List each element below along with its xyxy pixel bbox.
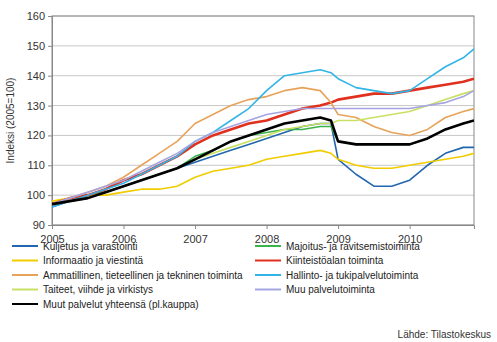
x-tick-mark [52,225,53,229]
legend-label: Majoitus- ja ravitsemistoiminta [286,241,420,252]
legend-label: Hallinto- ja tukipalvelutoiminta [286,270,419,281]
legend-swatch [255,245,281,247]
legend-item: Majoitus- ja ravitsemistoiminta [255,241,420,252]
y-tick-mark [48,46,52,47]
legend-swatch [12,303,38,305]
y-tick: 130 [27,100,52,112]
plot-frame [52,16,474,225]
y-tick: 100 [27,189,52,201]
legend-label: Informaatio ja viestintä [43,255,143,266]
x-tick-label: 2007 [183,233,207,245]
legend-item: Kuljetus ja varastointi [12,241,138,252]
legend-swatch [255,260,281,262]
y-tick-mark [48,135,52,136]
y-axis: 90 100 110 120 130 140 150 160 [27,10,53,231]
legend: Kuljetus ja varastointi Majoitus- ja ravi… [12,241,420,310]
series-line [52,150,474,201]
legend-label: Muut palvelut yhteensä (pl.kauppa) [43,299,199,310]
y-tick-label: 130 [27,100,45,112]
y-tick: 90 [33,219,52,231]
x-tick-mark [124,225,125,229]
legend-swatch [255,289,281,291]
y-axis-line [48,17,53,226]
legend-swatch [12,289,38,291]
y-tick-label: 110 [27,159,45,171]
grid-line [52,105,474,106]
legend-swatch [12,245,38,247]
y-tick-label: 160 [27,10,45,22]
x-tick-mark [410,225,411,229]
y-tick-label: 90 [33,219,45,231]
legend-item: Informaatio ja viestintä [12,255,143,266]
series-line [52,118,474,205]
legend-swatch [255,274,281,276]
y-tick-label: 100 [27,189,45,201]
legend-item: Taiteet, viihde ja virkistys [12,284,153,295]
legend-label: Taiteet, viihde ja virkistys [43,284,153,295]
y-axis-title: Indeksi (2005=100) [5,78,16,164]
legend-swatch [12,260,38,262]
grid [52,16,474,225]
y-tick-mark [48,106,52,107]
source-note: Lähde: Tilastokeskus [398,329,491,340]
legend-item: Ammatillinen, tieteellinen ja tekninen t… [12,270,243,281]
plot-area [52,49,474,207]
series-line [52,91,474,204]
y-tick-label: 120 [27,129,45,141]
y-tick-mark [48,165,52,166]
series-line [52,121,474,205]
y-tick-mark [48,16,52,17]
y-tick: 150 [27,40,52,52]
y-tick-mark [48,225,52,226]
y-tick: 160 [27,10,52,22]
legend-item: Muu palvelutoiminta [255,284,375,295]
y-tick: 120 [27,129,52,141]
x-tick-label: 2008 [255,233,279,245]
legend-label: Ammatillinen, tieteellinen ja tekninen t… [43,270,243,281]
series-line [52,91,474,204]
grid-line [52,45,474,46]
y-tick: 140 [27,70,52,82]
grid-line [52,75,474,76]
legend-item: Hallinto- ja tukipalvelutoiminta [255,270,419,281]
legend-swatch [12,274,38,276]
series-line [52,49,474,207]
y-tick-mark [48,195,52,196]
y-tick-label: 150 [27,40,45,52]
legend-label: Muu palvelutoiminta [286,284,375,295]
legend-item: Kiinteistöalan toiminta [255,255,384,266]
x-tick-mark [195,225,196,229]
grid-line [52,195,474,196]
chart: 9010011012013014015016020052006200720082… [0,0,497,342]
x-tick-mark [267,225,268,229]
legend-item: Muut palvelut yhteensä (pl.kauppa) [12,299,199,310]
legend-label: Kuljetus ja varastointi [43,241,138,252]
x-tick-mark [338,225,339,229]
x-tick: 2008 [255,225,279,245]
y-tick-label: 140 [27,70,45,82]
x-tick: 2007 [183,225,207,245]
x-axis-line [53,226,475,230]
legend-label: Kiinteistöalan toiminta [286,255,384,266]
y-tick: 110 [27,159,52,171]
y-tick-mark [48,76,52,77]
